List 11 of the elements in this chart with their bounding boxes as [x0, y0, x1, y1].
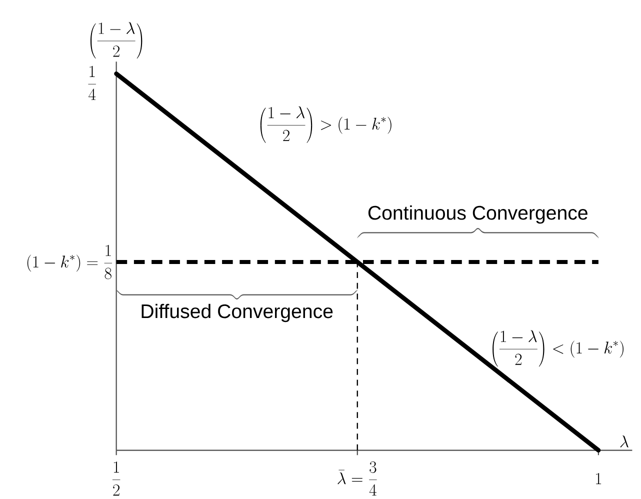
- annotation: $\left(\frac{1-\lambda}{2}\right) < \left(1-k^{*}\right)$: [492, 330, 624, 367]
- annotation: Continuous Convergence: [368, 205, 588, 224]
- x-tick-label: $1$: [596, 472, 602, 484]
- x-axis-title: $\lambda$: [620, 435, 628, 448]
- text: $\frac{1}{4}$: [88, 66, 96, 100]
- x-tick-label: $\bar{\lambda} = \frac{3}{4}$: [338, 461, 377, 496]
- ref-line-label: $\left(1-k^{*}\right) = \frac{1}{8}$: [27, 244, 112, 280]
- annotation: Diffused Convergence: [142, 304, 333, 322]
- y-axis-title: $\left(\frac{1-\lambda}{2}\right)$: [90, 22, 142, 58]
- x-tick-label: $\frac{1}{2}$: [112, 461, 120, 496]
- annotation: $\left(\frac{1-\lambda}{2}\right) > \left(1-k^{*}\right)$: [260, 106, 392, 143]
